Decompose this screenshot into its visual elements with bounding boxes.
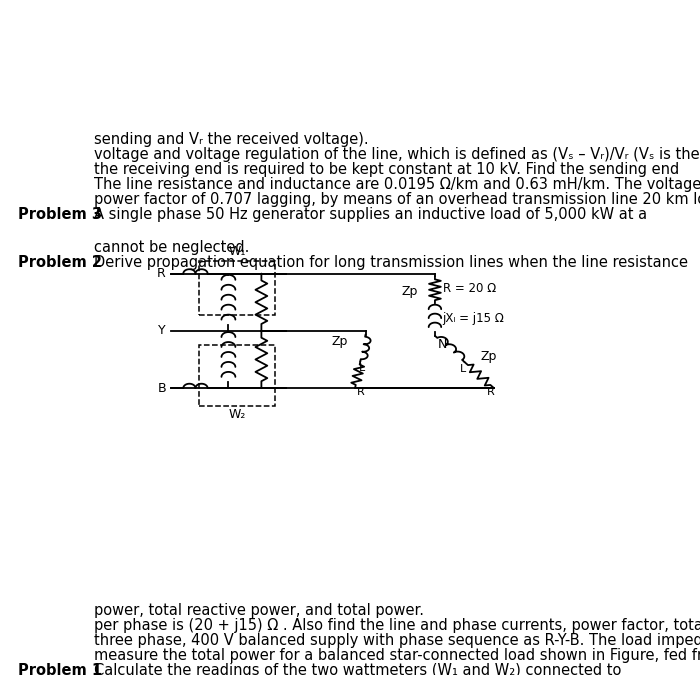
- Text: power, total reactive power, and total power.: power, total reactive power, and total p…: [94, 603, 424, 618]
- Text: N: N: [438, 338, 447, 351]
- Text: R = 20 Ω: R = 20 Ω: [442, 282, 496, 295]
- Text: Problem 2: Problem 2: [18, 255, 102, 270]
- Text: jXₗ = j15 Ω: jXₗ = j15 Ω: [442, 312, 505, 325]
- Text: W₂: W₂: [228, 408, 246, 421]
- Text: The line resistance and inductance are 0.0195 Ω/km and 0.63 mH/km. The voltage a: The line resistance and inductance are 0…: [94, 177, 700, 192]
- Text: Y: Y: [158, 324, 166, 338]
- Text: R: R: [357, 387, 365, 397]
- Text: power factor of 0.707 lagging, by means of an overhead transmission line 20 km l: power factor of 0.707 lagging, by means …: [94, 192, 700, 207]
- Text: A single phase 50 Hz generator supplies an inductive load of 5,000 kW at a: A single phase 50 Hz generator supplies …: [94, 207, 647, 222]
- Text: Calculate the readings of the two wattmeters (W₁ and W₂) connected to: Calculate the readings of the two wattme…: [94, 663, 622, 675]
- Text: cannot be neglected.: cannot be neglected.: [94, 240, 249, 255]
- Text: voltage and voltage regulation of the line, which is defined as (Vₛ – Vᵣ)/Vᵣ (Vₛ: voltage and voltage regulation of the li…: [94, 147, 699, 162]
- Text: Zp: Zp: [401, 284, 418, 298]
- Text: measure the total power for a balanced star-connected load shown in Figure, fed : measure the total power for a balanced s…: [94, 648, 700, 663]
- Text: sending and Vᵣ the received voltage).: sending and Vᵣ the received voltage).: [94, 132, 369, 147]
- Text: Problem 3: Problem 3: [18, 207, 102, 222]
- Text: Zp: Zp: [480, 350, 496, 363]
- Text: R: R: [486, 387, 494, 397]
- Text: W₁: W₁: [228, 245, 246, 258]
- Text: L: L: [460, 364, 466, 375]
- Text: R: R: [158, 267, 166, 280]
- Text: per phase is (20 + j15) Ω . Also find the line and phase currents, power factor,: per phase is (20 + j15) Ω . Also find th…: [94, 618, 700, 633]
- Text: three phase, 400 V balanced supply with phase sequence as R-Y-B. The load impeda: three phase, 400 V balanced supply with …: [94, 633, 700, 648]
- Text: the receiving end is required to be kept constant at 10 kV. Find the sending end: the receiving end is required to be kept…: [94, 162, 679, 177]
- Text: L: L: [359, 362, 365, 373]
- Text: Derive propagation equation for long transmission lines when the line resistance: Derive propagation equation for long tra…: [94, 255, 688, 270]
- Text: Zp: Zp: [332, 335, 348, 348]
- Text: Problem 1: Problem 1: [18, 663, 102, 675]
- Text: B: B: [158, 381, 166, 395]
